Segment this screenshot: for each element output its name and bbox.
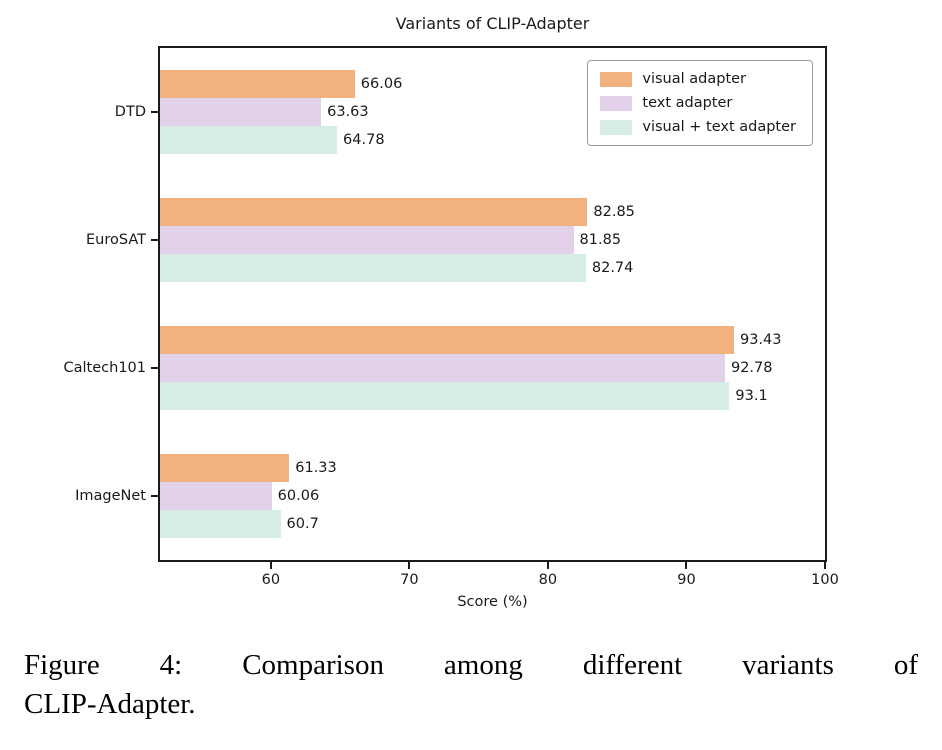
x-tick-label: 100	[811, 572, 839, 588]
bar-value-label: 66.06	[360, 76, 403, 92]
legend-item: visual + text adapter	[600, 119, 796, 135]
bar	[160, 382, 730, 410]
bar-value-label: 93.43	[739, 332, 782, 348]
legend-swatch	[600, 95, 633, 111]
bar-row: 60.06	[160, 482, 825, 510]
y-tick-mark	[151, 111, 158, 113]
legend-swatch	[600, 71, 633, 87]
x-tick-mark	[546, 562, 549, 569]
caption-line: CLIP-Adapter.	[24, 687, 196, 720]
bar-row: 93.1	[160, 382, 825, 410]
bar-group: ImageNet 61.33 60.06 60.7	[75, 432, 825, 560]
y-tick-label: DTD	[114, 104, 146, 120]
bar-row: 60.7	[160, 510, 825, 538]
bar-row: 82.85	[160, 198, 825, 226]
bar	[160, 226, 574, 254]
bar	[160, 254, 586, 282]
bar-row: 92.78	[160, 354, 825, 382]
bar-value-label: 61.33	[295, 460, 337, 476]
bar-value-label: 60.7	[286, 516, 319, 532]
y-tick-mark	[151, 495, 158, 497]
bar	[160, 70, 355, 98]
x-tick-mark	[685, 562, 688, 569]
x-tick-label: 60	[261, 572, 281, 588]
legend-item: visual adapter	[600, 71, 796, 87]
bar-value-label: 64.78	[343, 132, 385, 148]
bar	[160, 126, 338, 154]
bar-group: EuroSAT 82.85 81.85 82.74	[86, 176, 825, 304]
legend-item: text adapter	[600, 95, 796, 111]
bar-group: Caltech101 93.43 92.78 93.1	[64, 304, 825, 432]
bar-value-label: 60.06	[277, 488, 320, 504]
x-axis-label: Score (%)	[457, 594, 528, 610]
legend-label: visual adapter	[642, 71, 747, 87]
bar-row: 81.85	[160, 226, 825, 254]
legend: visual adapter text adapter visual + text …	[587, 60, 813, 146]
x-tick-label: 70	[400, 572, 419, 588]
bar-value-label: 81.85	[579, 232, 622, 248]
legend-label: text adapter	[642, 95, 733, 111]
x-tick-mark	[824, 562, 826, 569]
x-axis: 60 70 80 90 100	[160, 562, 839, 598]
figure-4-chart: Variants of CLIP-Adapter DTD 66.06 63.63 64…	[64, 14, 839, 610]
chart-title: Variants of CLIP-Adapter	[395, 14, 590, 33]
y-tick-label: Caltech101	[63, 360, 146, 376]
bar	[160, 198, 588, 226]
bar	[160, 326, 734, 354]
bar-row: 61.33	[160, 454, 825, 482]
legend-label: visual + text adapter	[642, 119, 796, 135]
figure-caption: Figure 4: Comparison among different var…	[24, 646, 918, 724]
bar-row: 93.43	[160, 326, 825, 354]
y-tick-label: ImageNet	[75, 488, 146, 504]
y-tick-mark	[151, 239, 158, 241]
bar	[160, 482, 272, 510]
bar	[160, 354, 725, 382]
plot-area: DTD 66.06 63.63 64.78 EuroSAT 82.85 81.85 82.74…	[64, 46, 827, 562]
bar	[160, 454, 290, 482]
bar-row: 63.63	[160, 98, 825, 126]
bar	[160, 510, 281, 538]
bar-row: 64.78	[160, 126, 825, 154]
bar-value-label: 63.63	[327, 104, 369, 120]
x-tick-label: 80	[538, 572, 558, 588]
bar-value-label: 82.74	[591, 260, 634, 276]
bar-row: 82.74	[160, 254, 825, 282]
x-tick-mark	[269, 562, 272, 569]
bar-value-label: 92.78	[730, 360, 773, 376]
caption-line: Figure 4: Comparison among different var…	[24, 649, 918, 681]
bar	[160, 98, 322, 126]
bar-value-label: 93.1	[735, 388, 768, 404]
y-tick-label: EuroSAT	[86, 232, 146, 248]
y-tick-mark	[151, 367, 158, 369]
bar-group: DTD 66.06 63.63 64.78	[115, 48, 825, 176]
x-tick-mark	[408, 562, 411, 569]
bar-value-label: 82.85	[593, 204, 635, 220]
x-tick-label: 90	[677, 572, 696, 588]
legend-swatch	[600, 119, 633, 135]
bar-row: 66.06	[160, 70, 825, 98]
